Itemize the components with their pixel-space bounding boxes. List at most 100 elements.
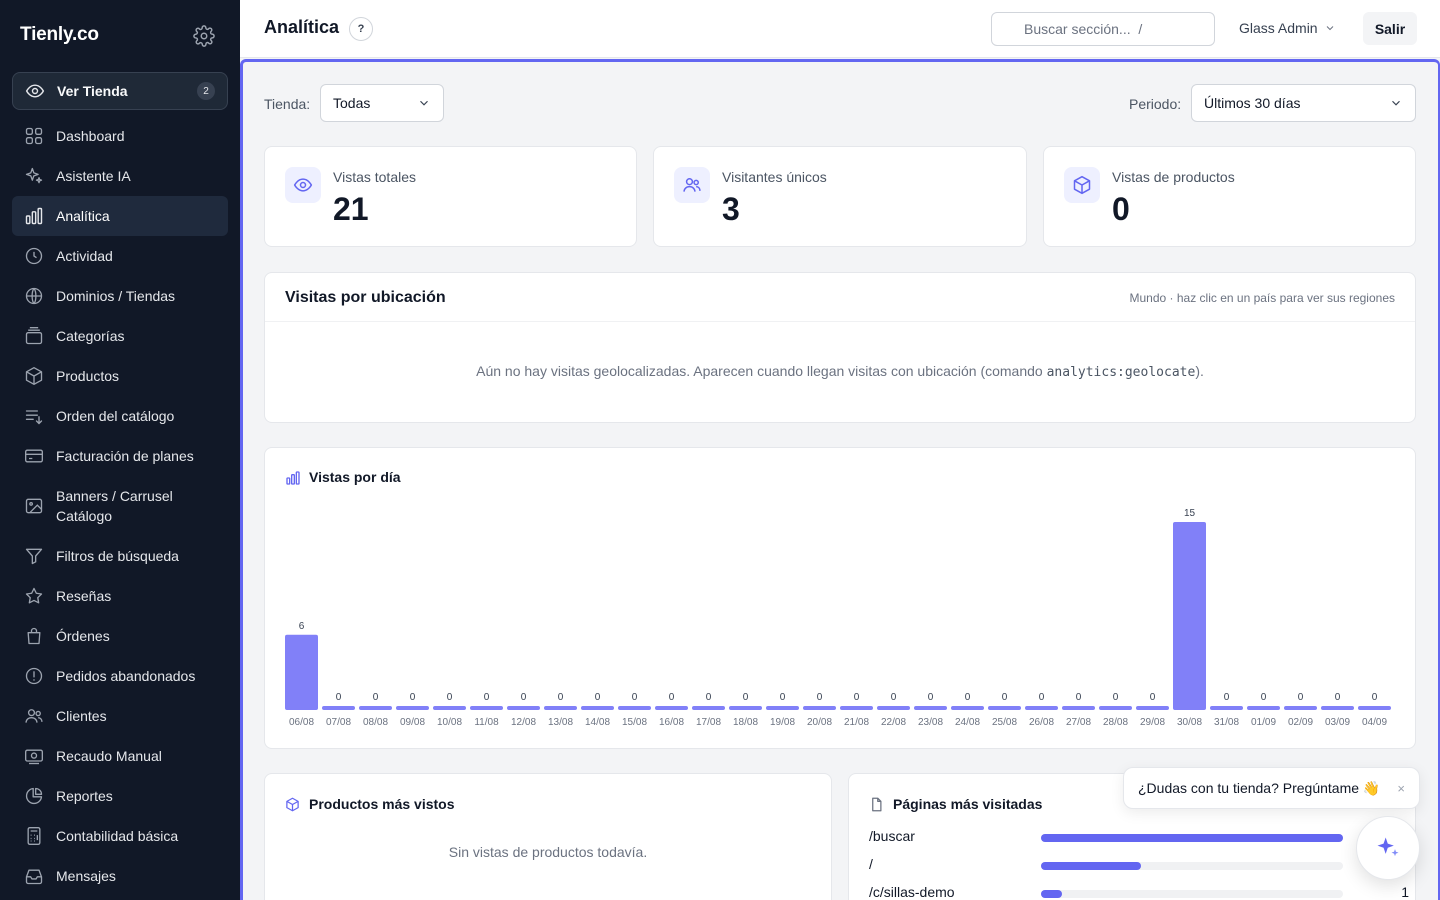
bar-31/08[interactable] bbox=[1210, 706, 1243, 710]
bar-24/08[interactable] bbox=[951, 706, 984, 710]
sidebar-item-products[interactable]: Productos bbox=[12, 356, 228, 396]
page-bar-track bbox=[1041, 834, 1343, 842]
bar-10/08[interactable] bbox=[433, 706, 466, 710]
bar-30/08[interactable] bbox=[1173, 522, 1206, 710]
bar-06/08[interactable] bbox=[285, 634, 318, 710]
bar-chart-icon bbox=[24, 206, 44, 226]
x-tick-label: 15/08 bbox=[622, 717, 647, 728]
page-path[interactable]: / bbox=[869, 856, 873, 872]
bar-18/08[interactable] bbox=[729, 706, 762, 710]
sidebar-item-analytics[interactable]: Analítica bbox=[12, 196, 228, 236]
x-tick-label: 26/08 bbox=[1029, 717, 1054, 728]
bar-value-label: 0 bbox=[410, 692, 416, 703]
location-card: Visitas por ubicación Mundo · haz clic e… bbox=[264, 272, 1416, 423]
location-divider bbox=[265, 321, 1415, 322]
bar-08/08[interactable] bbox=[359, 706, 392, 710]
bar-value-label: 0 bbox=[891, 692, 897, 703]
bar-27/08[interactable] bbox=[1062, 706, 1095, 710]
bar-13/08[interactable] bbox=[544, 706, 577, 710]
bar-value-label: 0 bbox=[521, 692, 527, 703]
bar-21/08[interactable] bbox=[840, 706, 873, 710]
store-filter-label: Tienda: bbox=[264, 96, 311, 112]
search-input[interactable] bbox=[991, 12, 1215, 46]
sidebar-item-assistant[interactable]: Asistente IA bbox=[12, 156, 228, 196]
bar-20/08[interactable] bbox=[803, 706, 836, 710]
view-store-button[interactable]: Ver Tienda 2 bbox=[12, 72, 228, 110]
brand-logo[interactable]: Tienly.co bbox=[20, 24, 99, 45]
help-button[interactable]: ? bbox=[349, 17, 373, 41]
bar-29/08[interactable] bbox=[1136, 706, 1169, 710]
bar-04/09[interactable] bbox=[1358, 706, 1391, 710]
bar-07/08[interactable] bbox=[322, 706, 355, 710]
sidebar-item-dashboard[interactable]: Dashboard bbox=[12, 116, 228, 156]
bar-01/09[interactable] bbox=[1247, 706, 1280, 710]
sparkles-icon bbox=[1377, 837, 1399, 857]
user-menu[interactable]: Glass Admin bbox=[1239, 20, 1336, 36]
stat-value: 3 bbox=[722, 191, 740, 227]
x-tick-label: 27/08 bbox=[1066, 717, 1091, 728]
sidebar-item-search-filters[interactable]: Filtros de búsqueda bbox=[12, 536, 228, 576]
sidebar-item-label: Productos bbox=[56, 368, 120, 384]
x-tick-label: 09/08 bbox=[400, 717, 425, 728]
page-path[interactable]: /c/sillas-demo bbox=[869, 884, 955, 900]
bar-17/08[interactable] bbox=[692, 706, 725, 710]
logout-button[interactable]: Salir bbox=[1363, 12, 1417, 45]
bar-15/08[interactable] bbox=[618, 706, 651, 710]
sidebar-item-label: Banners / Carrusel Catálogo bbox=[56, 488, 173, 524]
view-store-badge: 2 bbox=[197, 82, 215, 100]
sidebar-item-manual-collection[interactable]: Recaudo Manual bbox=[12, 736, 228, 776]
sidebar-item-activity[interactable]: Actividad bbox=[12, 236, 228, 276]
shopping-bag-icon bbox=[24, 626, 44, 646]
grid-icon bbox=[24, 126, 44, 146]
sidebar-item-billing[interactable]: Facturación de planes bbox=[12, 436, 228, 476]
sparkles-icon bbox=[24, 166, 44, 186]
sidebar-item-customers[interactable]: Clientes bbox=[12, 696, 228, 736]
close-icon[interactable]: × bbox=[1397, 780, 1405, 796]
users-icon bbox=[24, 706, 44, 726]
sidebar-item-reports[interactable]: Reportes bbox=[12, 776, 228, 816]
sidebar-item-banners[interactable]: Banners / Carrusel Catálogo bbox=[12, 476, 228, 536]
sidebar-item-label: Analítica bbox=[56, 208, 110, 224]
assistant-bubble-text: ¿Dudas con tu tienda? Pregúntame 👋 bbox=[1138, 779, 1381, 796]
bar-09/08[interactable] bbox=[396, 706, 429, 710]
bar-value-label: 0 bbox=[928, 692, 934, 703]
top-products-title: Productos más vistos bbox=[309, 796, 455, 812]
page-path[interactable]: /buscar bbox=[869, 828, 915, 844]
bar-22/08[interactable] bbox=[877, 706, 910, 710]
bar-14/08[interactable] bbox=[581, 706, 614, 710]
sidebar-item-messages[interactable]: Mensajes bbox=[12, 856, 228, 896]
bar-value-label: 0 bbox=[1076, 692, 1082, 703]
sidebar-item-orders[interactable]: Órdenes bbox=[12, 616, 228, 656]
bar-11/08[interactable] bbox=[470, 706, 503, 710]
period-select[interactable]: Últimos 30 días bbox=[1191, 84, 1416, 122]
assistant-bubble[interactable]: ¿Dudas con tu tienda? Pregúntame 👋 × bbox=[1123, 767, 1420, 809]
sidebar-item-catalog-order[interactable]: Orden del catálogo bbox=[12, 396, 228, 436]
bar-16/08[interactable] bbox=[655, 706, 688, 710]
sidebar-item-accounting[interactable]: Contabilidad básica bbox=[12, 816, 228, 856]
bar-03/09[interactable] bbox=[1321, 706, 1354, 710]
bar-value-label: 6 bbox=[299, 621, 305, 632]
x-tick-label: 06/08 bbox=[289, 717, 314, 728]
bar-28/08[interactable] bbox=[1099, 706, 1132, 710]
box-icon bbox=[285, 797, 300, 817]
store-select[interactable]: Todas bbox=[320, 84, 444, 122]
bar-25/08[interactable] bbox=[988, 706, 1021, 710]
sidebar-item-domains[interactable]: Dominios / Tiendas bbox=[12, 276, 228, 316]
sidebar-item-categories[interactable]: Categorías bbox=[12, 316, 228, 356]
bar-23/08[interactable] bbox=[914, 706, 947, 710]
pie-chart-icon bbox=[24, 786, 44, 806]
sidebar-item-abandoned[interactable]: Pedidos abandonados bbox=[12, 656, 228, 696]
sidebar-item-reviews[interactable]: Reseñas bbox=[12, 576, 228, 616]
bar-02/09[interactable] bbox=[1284, 706, 1317, 710]
x-tick-label: 19/08 bbox=[770, 717, 795, 728]
page-bar-track bbox=[1041, 890, 1343, 898]
image-icon bbox=[24, 496, 44, 516]
assistant-fab-button[interactable] bbox=[1356, 816, 1420, 880]
bar-value-label: 0 bbox=[336, 692, 342, 703]
bar-26/08[interactable] bbox=[1025, 706, 1058, 710]
settings-gear-icon[interactable] bbox=[193, 25, 215, 47]
globe-icon bbox=[24, 286, 44, 306]
period-filter-label: Periodo: bbox=[1129, 96, 1182, 112]
bar-12/08[interactable] bbox=[507, 706, 540, 710]
bar-19/08[interactable] bbox=[766, 706, 799, 710]
